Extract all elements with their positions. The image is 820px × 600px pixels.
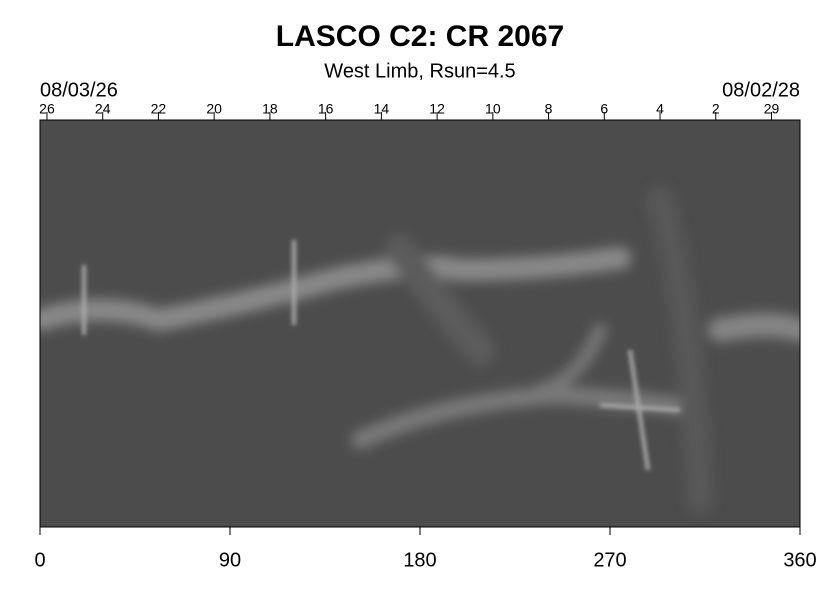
x2-tick-label: 8 <box>545 101 553 117</box>
chart-subtitle: West Limb, Rsun=4.5 <box>324 60 515 82</box>
x2-tick-label: 10 <box>485 101 501 117</box>
x2-tick-label: 4 <box>656 101 664 117</box>
x-tick-label: 90 <box>219 549 241 571</box>
x2-start-label: 08/03/26 <box>40 79 118 101</box>
x2-tick-label: 20 <box>206 101 222 117</box>
x2-tick-label: 12 <box>429 101 445 117</box>
image-features <box>82 240 681 471</box>
x-tick-label: 270 <box>593 549 626 571</box>
x2-tick-label: 2 <box>712 101 720 117</box>
x2-end-label: 08/02/28 <box>722 79 800 101</box>
synoptic-image <box>40 120 800 527</box>
x2-tick-label: 18 <box>262 101 278 117</box>
x-tick-label: 0 <box>34 549 45 571</box>
x2-tick-label: 16 <box>318 101 334 117</box>
x2-tick-label: 14 <box>374 101 390 117</box>
x2-tick-label: 29 <box>764 101 780 117</box>
x-tick-label: 360 <box>783 549 816 571</box>
chart-title: LASCO C2: CR 2067 <box>276 20 564 53</box>
x2-tick-label: 22 <box>151 101 167 117</box>
x2-tick-label: 6 <box>600 101 608 117</box>
x2-tick-label: 24 <box>95 101 111 117</box>
image-streaks <box>40 187 800 513</box>
x2-tick-label: 26 <box>39 101 55 117</box>
x-tick-label: 180 <box>403 549 436 571</box>
